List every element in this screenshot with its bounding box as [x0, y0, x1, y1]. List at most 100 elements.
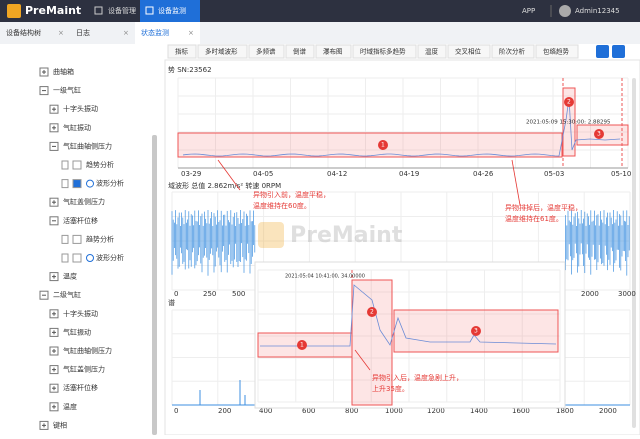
sub-tab[interactable] — [197, 44, 248, 59]
marker — [594, 129, 604, 139]
sub-tab-label[interactable]: 时域指标多趋势 — [360, 47, 406, 56]
callout-text: 异物引入前，温度平稳， — [253, 190, 330, 199]
x-tick-label: 2000 — [599, 407, 617, 415]
tree-item[interactable]: 气缸曲轴侧压力 — [63, 141, 112, 150]
user-name[interactable]: Admin12345 — [575, 7, 620, 15]
inset-line — [260, 284, 557, 347]
checkbox[interactable] — [72, 160, 82, 170]
watermark-icon — [258, 222, 284, 248]
marker-label: 3 — [597, 131, 601, 138]
highlight-box — [177, 132, 563, 158]
x-tick-label: 1200 — [427, 407, 445, 415]
sub-tab-label[interactable]: 瀑布图 — [323, 47, 343, 56]
tab-close[interactable]: × — [58, 29, 64, 37]
sub-tab-label[interactable]: 多频谱 — [256, 47, 276, 56]
tree-item[interactable]: 二级气缸 — [53, 290, 81, 299]
sub-tab-label[interactable]: 交叉相位 — [455, 47, 482, 56]
nav-active — [140, 0, 200, 22]
chart-button[interactable] — [612, 45, 625, 58]
marker — [367, 307, 377, 317]
tree-item[interactable]: 波形分析 — [96, 253, 124, 262]
marker-label: 1 — [300, 342, 304, 349]
x-tick-label: 200 — [218, 407, 231, 415]
marker-label: 2 — [567, 99, 571, 106]
callout-text: 上升35度。 — [372, 384, 409, 393]
tooltip: 2021:05:04 10:41:00, 34.00000 — [285, 274, 365, 280]
x-tick-label: 04-12 — [327, 170, 347, 178]
callout-arrow — [511, 159, 521, 206]
tree-item[interactable]: 气缸盖侧压力 — [63, 365, 105, 374]
tree-item[interactable]: 气缸曲轴侧压力 — [63, 346, 112, 355]
doc-icon — [61, 234, 69, 244]
tree-item[interactable]: 一级气缸 — [53, 86, 81, 95]
avatar — [559, 5, 571, 17]
tree-item[interactable]: 波形分析 — [96, 179, 124, 188]
tree-item[interactable]: 键相 — [53, 420, 67, 429]
tab[interactable]: 设备结构树 — [6, 28, 41, 37]
tree-item[interactable]: 趋势分析 — [86, 160, 114, 169]
tree-item[interactable]: 趋势分析 — [86, 234, 114, 243]
nav-icon — [145, 6, 154, 15]
wave-icon — [86, 254, 94, 262]
scrollbar — [632, 78, 636, 428]
x-tick-label: 800 — [345, 407, 358, 415]
sub-tab[interactable] — [285, 44, 315, 59]
tree-item[interactable]: 气缸盖侧压力 — [63, 197, 105, 206]
checkbox[interactable] — [72, 253, 82, 263]
sub-tab[interactable] — [417, 44, 447, 59]
x-tick-label: 3000 — [618, 290, 636, 298]
search-button[interactable] — [596, 45, 609, 58]
tab-close[interactable]: × — [123, 29, 129, 37]
sub-tab[interactable] — [167, 44, 197, 59]
sub-tab[interactable] — [352, 44, 417, 59]
tab[interactable]: 状态监测 — [141, 28, 169, 37]
marker — [297, 340, 307, 350]
marker-label: 3 — [474, 328, 478, 335]
nav-icon — [94, 6, 103, 15]
checkbox[interactable] — [72, 179, 82, 189]
x-tick-label: 400 — [259, 407, 272, 415]
sub-tab[interactable] — [447, 44, 491, 59]
checkbox[interactable] — [72, 234, 82, 244]
callout-text: 温度维持在60度。 — [253, 201, 311, 210]
doc-icon — [61, 179, 69, 189]
sub-tab[interactable] — [315, 44, 352, 59]
sub-tab[interactable] — [248, 44, 285, 59]
x-tick-label: 04-19 — [399, 170, 419, 178]
sub-tab-label[interactable]: 包络趋势 — [543, 47, 570, 56]
x-tick-label: 04-05 — [253, 170, 273, 178]
sub-tab-label[interactable]: 阶次分析 — [499, 47, 526, 56]
app-link[interactable]: APP — [522, 7, 535, 15]
callout-arrow — [217, 159, 241, 191]
tree-item[interactable]: 活塞杆位移 — [63, 216, 98, 225]
tree-item[interactable]: 曲轴箱 — [53, 67, 74, 76]
tab-close[interactable]: × — [188, 29, 194, 37]
x-tick-label: 04-26 — [473, 170, 494, 178]
sub-tab[interactable] — [535, 44, 579, 59]
marker-label: 2 — [370, 309, 374, 316]
chart-title: 势 SN:23562 — [168, 65, 212, 74]
tree-item[interactable]: 十字头振动 — [63, 104, 98, 113]
x-tick-label: 05-03 — [544, 170, 564, 178]
wave-icon — [86, 179, 94, 188]
navbar — [0, 0, 640, 22]
tree-item[interactable]: 活塞杆位移 — [63, 383, 98, 392]
tree-item[interactable]: 温度 — [63, 402, 77, 411]
callout-arrow — [354, 349, 371, 371]
sub-tab-label[interactable]: 温度 — [425, 47, 439, 56]
sub-tab-label[interactable]: 倒谱 — [293, 47, 307, 56]
tree-item[interactable]: 气缸振动 — [63, 327, 91, 336]
tree-item[interactable]: 气缸振动 — [63, 123, 91, 132]
marker — [471, 326, 481, 336]
tree-item[interactable]: 温度 — [63, 272, 77, 281]
sub-tab[interactable] — [491, 44, 535, 59]
inset-panel — [254, 261, 566, 409]
nav-item[interactable]: 设备监测 — [158, 6, 186, 15]
watermark: PreMaint — [290, 223, 403, 248]
sub-tab-label[interactable]: 多时域波形 — [205, 47, 238, 56]
nav-item[interactable]: 设备管理 — [108, 6, 136, 15]
tree-item[interactable]: 十字头振动 — [63, 309, 98, 318]
tab[interactable]: 日志 — [76, 28, 90, 37]
sub-tab-label[interactable]: 指标 — [175, 47, 189, 56]
logo: PreMaint — [25, 4, 81, 17]
